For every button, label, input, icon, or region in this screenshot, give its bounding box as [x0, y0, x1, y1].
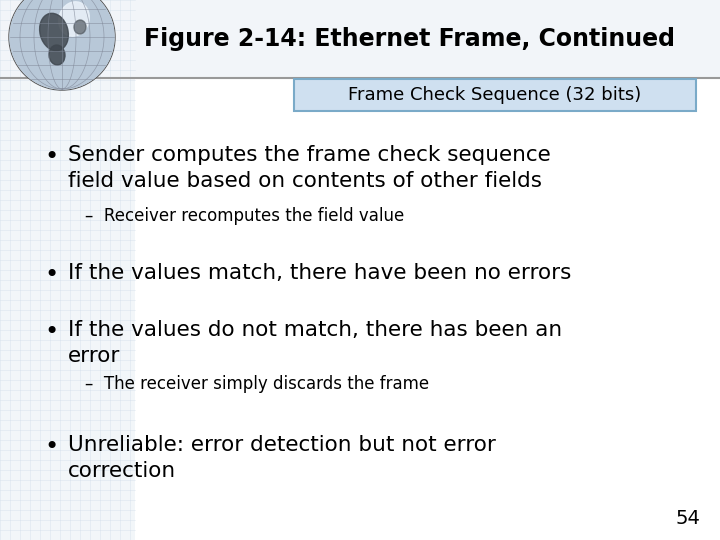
FancyBboxPatch shape	[294, 79, 696, 111]
Ellipse shape	[49, 45, 65, 65]
Ellipse shape	[74, 20, 86, 34]
Text: –  The receiver simply discards the frame: – The receiver simply discards the frame	[85, 375, 429, 393]
Circle shape	[10, 0, 114, 89]
Circle shape	[10, 0, 114, 89]
Ellipse shape	[59, 2, 89, 36]
Ellipse shape	[40, 14, 68, 51]
Text: •: •	[45, 320, 59, 344]
Text: •: •	[45, 435, 59, 459]
FancyBboxPatch shape	[0, 0, 135, 540]
Circle shape	[9, 0, 115, 90]
Text: –  Receiver recomputes the field value: – Receiver recomputes the field value	[85, 207, 404, 225]
Text: 54: 54	[675, 509, 700, 528]
Text: If the values do not match, there has been an
error: If the values do not match, there has be…	[68, 320, 562, 366]
FancyBboxPatch shape	[0, 0, 720, 78]
Text: •: •	[45, 263, 59, 287]
Text: Sender computes the frame check sequence
field value based on contents of other : Sender computes the frame check sequence…	[68, 145, 551, 191]
Text: •: •	[45, 145, 59, 169]
Text: If the values match, there have been no errors: If the values match, there have been no …	[68, 263, 572, 283]
Text: Figure 2-14: Ethernet Frame, Continued: Figure 2-14: Ethernet Frame, Continued	[145, 27, 675, 51]
Text: Frame Check Sequence (32 bits): Frame Check Sequence (32 bits)	[348, 86, 642, 104]
Text: Unreliable: error detection but not error
correction: Unreliable: error detection but not erro…	[68, 435, 496, 481]
